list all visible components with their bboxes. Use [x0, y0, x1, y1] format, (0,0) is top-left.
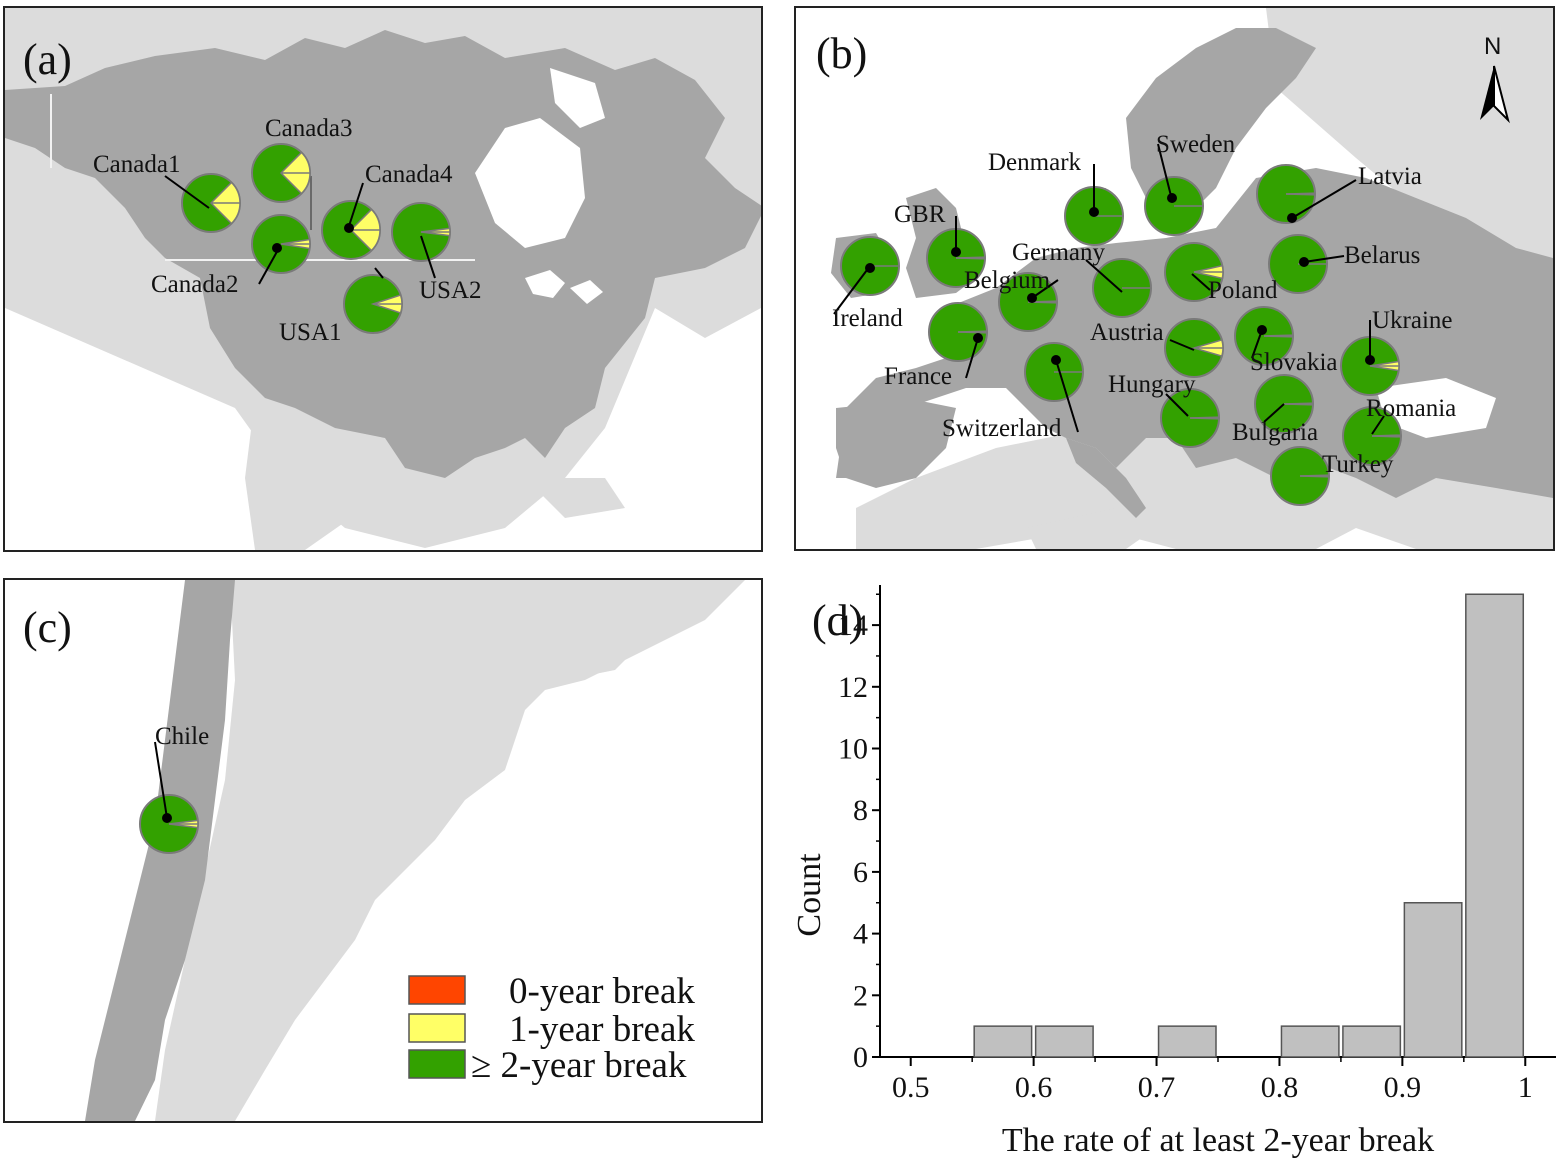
pie-canada2[interactable] — [251, 214, 311, 274]
south-america-map: (c) Chile 0-year break 1-year break ≥ 2-… — [23, 580, 745, 1121]
pie-slovakia[interactable] — [1234, 306, 1294, 366]
y-tick-label: 12 — [838, 671, 868, 704]
pie-france[interactable] — [928, 302, 988, 362]
north-arrow-icon: N — [1480, 33, 1510, 124]
pie-canada3[interactable] — [251, 143, 322, 203]
site-label-belarus: Belarus — [1344, 242, 1420, 269]
site-label-romania: Romania — [1366, 395, 1456, 422]
legend-swatch-two-plus-year — [408, 1049, 466, 1079]
y-tick-label: 10 — [838, 733, 868, 766]
y-tick-label: 2 — [853, 979, 868, 1012]
site-label-latvia: Latvia — [1358, 163, 1422, 190]
pie-poland[interactable] — [1164, 242, 1225, 302]
legend-label-zero-year: 0-year break — [509, 971, 695, 1012]
pie-canada1[interactable] — [181, 173, 252, 233]
pie-turkey[interactable] — [1270, 446, 1330, 506]
site-label-ireland: Ireland — [832, 305, 903, 332]
legend-label-two-plus-year: ≥ 2-year break — [471, 1045, 687, 1086]
pie-ukraine[interactable] — [1340, 336, 1400, 396]
x-tick-label: 0.7 — [1138, 1071, 1176, 1104]
panel-c-south-america-map: (c) Chile 0-year break 1-year break ≥ 2-… — [3, 578, 763, 1123]
site-label-austria: Austria — [1090, 319, 1164, 346]
y-tick-label: 4 — [853, 918, 868, 951]
north-america-map: (a) Canada1 Canada3 Canada4 Canada2 USA2… — [5, 8, 761, 550]
histogram-bar[interactable] — [973, 1025, 1033, 1058]
y-tick-label: 8 — [853, 794, 868, 827]
histogram-bar[interactable] — [1280, 1025, 1340, 1058]
legend-swatch-zero-year — [408, 975, 466, 1005]
pie-belarus[interactable] — [1268, 234, 1328, 294]
histogram-bar[interactable] — [1403, 902, 1463, 1058]
north-label: N — [1484, 33, 1501, 60]
site-label-poland: Poland — [1208, 277, 1278, 304]
pie-latvia[interactable] — [1256, 164, 1316, 224]
y-tick-label: 0 — [853, 1041, 868, 1074]
site-label-canada1: Canada1 — [93, 151, 180, 178]
histogram-bars — [973, 593, 1525, 1058]
site-pies — [840, 164, 1402, 506]
x-axis-label: The rate of at least 2-year break — [1002, 1122, 1434, 1159]
histogram-bar[interactable] — [1465, 593, 1525, 1058]
site-label-slovakia: Slovakia — [1250, 349, 1338, 376]
panel-c-label: (c) — [23, 603, 72, 652]
panel-a-north-america-map: (a) Canada1 Canada3 Canada4 Canada2 USA2… — [3, 6, 763, 552]
site-pies — [181, 143, 451, 334]
site-label-switzerland: Switzerland — [942, 415, 1062, 442]
panel-b-label: (b) — [816, 29, 867, 78]
x-tick-label: 1 — [1518, 1071, 1533, 1104]
histogram-bar[interactable] — [1342, 1025, 1402, 1058]
x-tick-label: 0.8 — [1261, 1071, 1299, 1104]
site-label-france: France — [884, 363, 952, 390]
site-label-usa1: USA1 — [279, 319, 342, 346]
legend: 0-year break 1-year break ≥ 2-year break — [408, 971, 695, 1086]
pie-switzerland[interactable] — [1024, 342, 1084, 402]
pie-austria[interactable] — [1164, 318, 1226, 378]
y-tick-label: 6 — [853, 856, 868, 889]
panel-d-label: (d) — [812, 596, 863, 645]
pie-belgium[interactable] — [998, 272, 1058, 332]
site-pies — [139, 794, 199, 854]
x-tick-label: 0.9 — [1384, 1071, 1422, 1104]
histogram-chart: (d) 0 2 4 6 8 10 12 14 0.5 0.6 0.7 0.8 0.9 1 The rate… — [791, 585, 1556, 1159]
site-label-canada3: Canada3 — [265, 115, 352, 142]
legend-label-one-year: 1-year break — [509, 1009, 695, 1050]
legend-swatch-one-year — [408, 1013, 466, 1043]
site-label-chile: Chile — [155, 723, 209, 750]
site-label-gbr: GBR — [894, 201, 946, 228]
panel-d-histogram: (d) 0 2 4 6 8 10 12 14 0.5 0.6 0.7 0.8 0.9 1 The rate… — [770, 575, 1558, 1162]
histogram-bar[interactable] — [1034, 1025, 1094, 1058]
site-label-hungary: Hungary — [1108, 371, 1196, 398]
site-label-denmark: Denmark — [988, 149, 1082, 176]
pie-romania[interactable] — [1342, 406, 1402, 466]
y-axis-label: Count — [791, 853, 828, 937]
panel-b-europe-map: (b) N — [794, 6, 1555, 551]
site-label-canada4: Canada4 — [365, 161, 453, 188]
pie-sweden[interactable] — [1144, 176, 1204, 236]
site-label-sweden: Sweden — [1156, 131, 1236, 158]
site-label-canada2: Canada2 — [151, 271, 238, 298]
y-tick-label: 14 — [838, 609, 868, 642]
site-label-usa2: USA2 — [419, 277, 482, 304]
site-label-ukraine: Ukraine — [1372, 307, 1453, 334]
pie-germany[interactable] — [1092, 258, 1152, 318]
site-label-turkey: Turkey — [1322, 451, 1394, 478]
x-tick-label: 0.5 — [892, 1071, 930, 1104]
pie-chile[interactable] — [139, 794, 199, 854]
x-tick-label: 0.6 — [1015, 1071, 1053, 1104]
pie-usa2[interactable] — [391, 202, 451, 262]
panel-a-label: (a) — [23, 35, 72, 84]
europe-map: (b) N — [816, 8, 1553, 549]
pie-gbr[interactable] — [926, 228, 986, 288]
site-label-bulgaria: Bulgaria — [1232, 419, 1318, 446]
pie-usa1[interactable] — [343, 274, 406, 334]
site-label-belgium: Belgium — [964, 267, 1051, 294]
histogram-bar[interactable] — [1157, 1025, 1217, 1058]
site-label-germany: Germany — [1012, 239, 1106, 266]
